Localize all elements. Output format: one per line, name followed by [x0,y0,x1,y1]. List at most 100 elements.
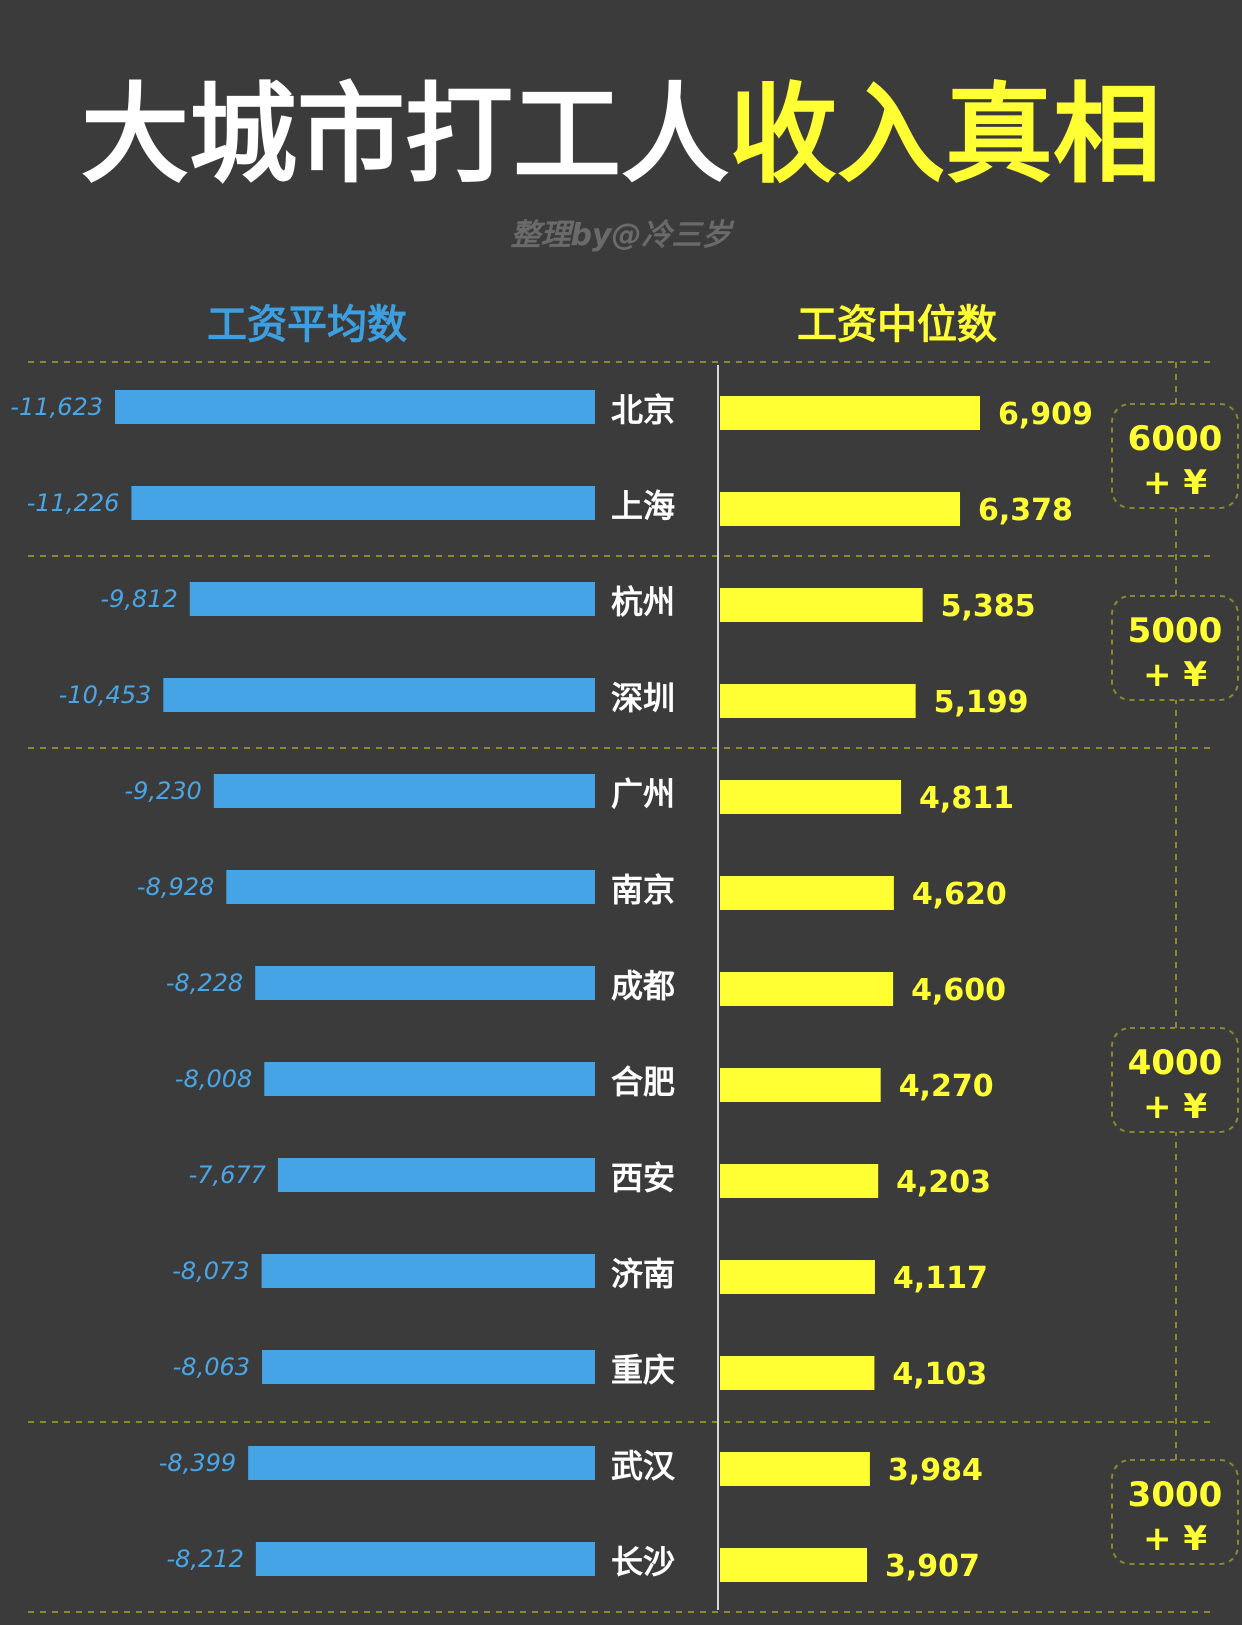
median-bar [720,972,894,1006]
tier-badge: 6000+ ¥ [1111,403,1239,509]
tier-currency: + ¥ [1143,463,1207,503]
median-bar [720,1356,875,1390]
average-bar [261,1254,595,1288]
median-value-label: 4,103 [892,1357,987,1392]
tier-badges: 6000+ ¥5000+ ¥4000+ ¥3000+ ¥ [1111,403,1239,1565]
tier-currency: + ¥ [1143,1087,1207,1127]
tier-badge-frame [1111,595,1239,701]
median-value-label: 6,909 [998,397,1093,432]
median-value-label: 4,203 [896,1165,991,1200]
average-bar [277,1158,595,1192]
legend-median: 工资中位数 [797,302,997,348]
average-bar [131,486,595,520]
median-value-label: 3,907 [885,1549,980,1584]
average-bar [226,870,595,904]
average-bar [255,1542,595,1576]
average-value-label: -11,623 [10,393,103,421]
average-bar [262,1350,595,1384]
median-bar [720,876,894,910]
average-bar [255,966,595,1000]
bar-row: -8,228 成都 4,600 [166,966,1006,1008]
city-label: 杭州 [611,583,675,621]
chart-title-yellow: 收入真相 [729,73,1161,198]
bar-row: -8,063 重庆 4,103 [173,1350,987,1392]
tier-divider-lines [28,361,1215,1613]
tier-badge-frame [1111,1459,1239,1565]
city-label: 成都 [611,967,675,1005]
tier-amount: 3000 [1128,1475,1223,1515]
legend-average: 工资平均数 [207,302,407,348]
tier-badge-frame [1111,403,1239,509]
city-label: 武汉 [611,1447,676,1485]
average-value-label: -8,399 [159,1449,236,1477]
tier-amount: 4000 [1128,1043,1223,1083]
median-value-label: 4,270 [899,1069,994,1104]
average-value-label: -8,063 [173,1353,250,1381]
bar-row: -10,453 深圳 5,199 [59,678,1029,720]
median-value-label: 6,378 [978,493,1073,528]
median-value-label: 5,199 [934,685,1029,720]
tier-amount: 5000 [1128,611,1223,651]
city-label: 西安 [611,1159,675,1197]
median-value-label: 3,984 [888,1453,983,1488]
median-value-label: 5,385 [941,589,1036,624]
city-label: 深圳 [611,679,675,717]
tier-badge: 5000+ ¥ [1111,595,1239,701]
average-value-label: -10,453 [59,681,152,709]
tier-badge: 3000+ ¥ [1111,1459,1239,1565]
bar-row: -8,073 济南 4,117 [172,1254,988,1296]
median-bar [720,1164,879,1198]
tier-badge: 4000+ ¥ [1111,1027,1239,1133]
average-bar [264,1062,595,1096]
bar-row: -9,812 杭州 5,385 [100,582,1036,624]
average-value-label: -8,228 [166,969,243,997]
median-bar [720,1452,870,1486]
city-label: 南京 [611,871,675,909]
bar-row: -8,008 合肥 4,270 [175,1062,994,1104]
average-value-label: -9,230 [124,777,201,805]
average-bar [213,774,595,808]
median-bar [720,684,916,718]
average-value-label: -8,073 [172,1257,249,1285]
bar-row: -11,226 上海 6,378 [27,486,1073,528]
bar-rows: -11,623 北京 6,909 -11,226 上海 6,378 -9,812 杭州 5,38… [10,390,1093,1584]
city-label: 上海 [611,487,675,525]
average-value-label: -8,008 [175,1065,252,1093]
tier-currency: + ¥ [1143,655,1207,695]
chart-title: 大城市打工人收入真相 [81,73,1161,198]
median-value-label: 4,811 [919,781,1014,816]
average-value-label: -8,928 [137,873,214,901]
bar-row: -8,212 长沙 3,907 [166,1542,980,1584]
average-value-label: -9,812 [100,585,177,613]
average-value-label: -7,677 [189,1161,267,1189]
bar-row: -9,230 广州 4,811 [124,774,1014,816]
median-bar [720,492,961,526]
city-label: 合肥 [611,1063,675,1101]
median-bar [720,396,980,430]
bar-row: -8,399 武汉 3,984 [159,1446,983,1488]
median-value-label: 4,600 [911,973,1006,1008]
tier-amount: 6000 [1128,419,1223,459]
city-label: 北京 [611,391,675,429]
bar-row: -11,623 北京 6,909 [10,390,1093,432]
chart-title-white: 大城市打工人 [81,73,729,198]
city-label: 济南 [611,1255,675,1293]
city-label: 重庆 [611,1351,675,1389]
city-label: 长沙 [611,1543,675,1581]
median-bar [720,1260,875,1294]
median-value-label: 4,117 [893,1261,988,1296]
bar-row: -8,928 南京 4,620 [137,870,1007,912]
median-bar [720,588,923,622]
bar-row: -7,677 西安 4,203 [189,1158,991,1200]
median-bar [720,1548,868,1582]
average-bar [189,582,595,616]
tier-badge-frame [1111,1027,1239,1133]
median-value-label: 4,620 [912,877,1007,912]
median-bar [720,780,902,814]
median-bar [720,1068,881,1102]
average-value-label: -11,226 [27,489,120,517]
average-value-label: -8,212 [166,1545,243,1573]
average-bar [248,1446,595,1480]
